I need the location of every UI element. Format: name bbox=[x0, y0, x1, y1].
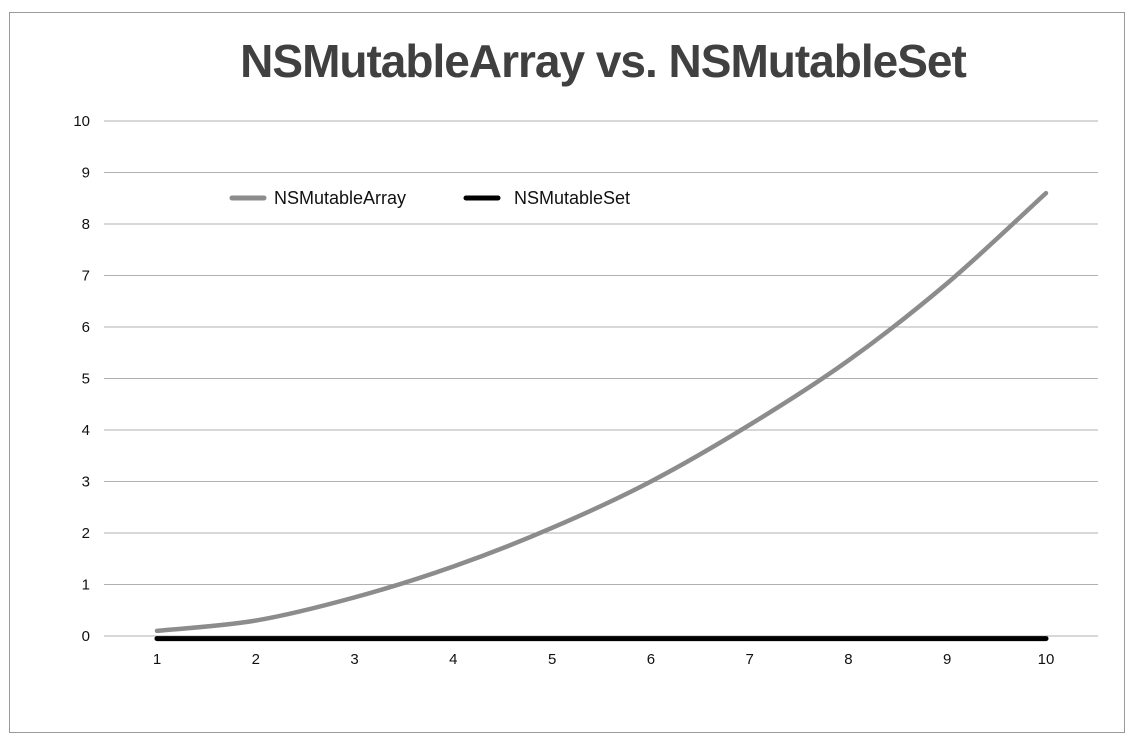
y-tick-label: 10 bbox=[73, 113, 90, 130]
y-tick-label: 8 bbox=[82, 216, 90, 233]
y-axis-ticks: 0 1 2 3 4 5 6 7 8 9 10 bbox=[73, 113, 90, 645]
x-tick-label: 7 bbox=[745, 651, 753, 668]
chart-frame bbox=[9, 12, 1125, 733]
chart-title: NSMutableArray vs. NSMutableSet bbox=[240, 35, 967, 87]
x-tick-label: 2 bbox=[252, 651, 260, 668]
y-tick-label: 4 bbox=[82, 422, 90, 439]
x-tick-label: 5 bbox=[548, 651, 556, 668]
y-tick-label: 0 bbox=[82, 628, 90, 645]
y-tick-label: 2 bbox=[82, 525, 90, 542]
x-tick-label: 9 bbox=[943, 651, 951, 668]
legend-label: NSMutableSet bbox=[514, 188, 630, 208]
x-tick-label: 8 bbox=[844, 651, 852, 668]
y-tick-label: 7 bbox=[82, 268, 90, 285]
y-tick-label: 3 bbox=[82, 474, 90, 491]
y-tick-label: 5 bbox=[82, 371, 90, 388]
legend: NSMutableArray NSMutableSet bbox=[229, 188, 630, 208]
y-tick-label: 1 bbox=[82, 577, 90, 594]
x-tick-label: 6 bbox=[647, 651, 655, 668]
legend-label: NSMutableArray bbox=[274, 188, 406, 208]
x-tick-label: 10 bbox=[1038, 651, 1055, 668]
series-line-nsmutablearray bbox=[154, 190, 1049, 634]
x-tick-label: 3 bbox=[350, 651, 358, 668]
y-tick-label: 6 bbox=[82, 319, 90, 336]
series-lines bbox=[154, 190, 1049, 642]
x-tick-label: 4 bbox=[449, 651, 457, 668]
gridlines bbox=[104, 120, 1098, 637]
y-tick-label: 9 bbox=[82, 165, 90, 182]
x-axis-ticks: 1 2 3 4 5 6 7 8 9 10 bbox=[153, 651, 1055, 668]
x-tick-label: 1 bbox=[153, 651, 161, 668]
